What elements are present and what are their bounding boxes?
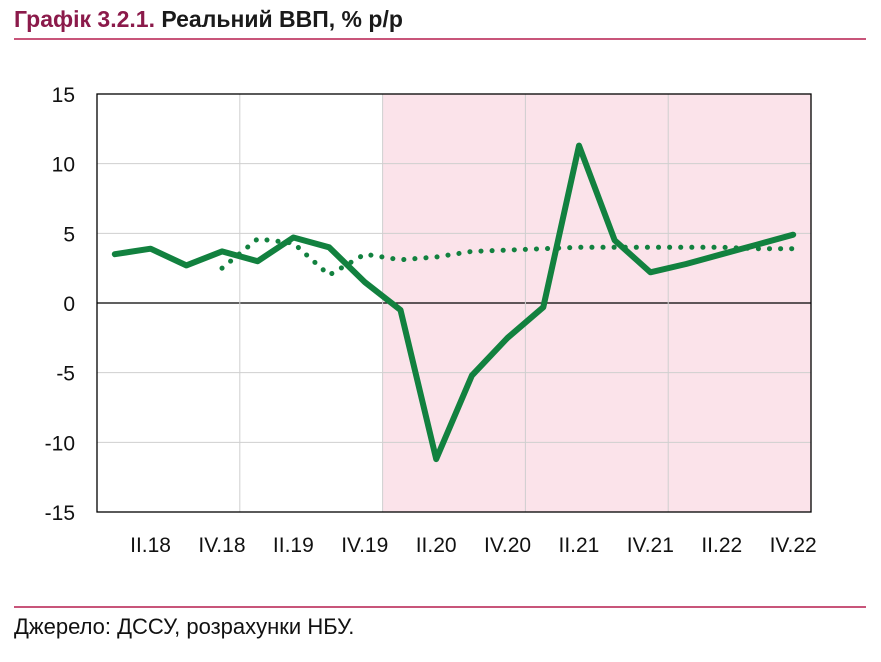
- gdp-line-chart: 15 10 5 0 -5 -10 -15 II.18 IV.18 II.19 IV.19 II.20…: [45, 84, 817, 557]
- y-tick-label: 5: [63, 223, 75, 246]
- x-tick-label: II.20: [416, 534, 457, 557]
- x-tick-label: II.22: [701, 534, 742, 557]
- y-tick-label: 10: [52, 154, 75, 177]
- y-tick-label: 15: [52, 84, 75, 107]
- source-note: Джерело: ДССУ, розрахунки НБУ.: [14, 614, 355, 639]
- solid-series-line: [111, 142, 797, 463]
- chart-title: Графік 3.2.1. Реальний ВВП, % р/р: [14, 6, 403, 33]
- x-tick-label: II.21: [559, 534, 600, 557]
- plot-frame: [96, 93, 812, 513]
- y-tick-label: -10: [45, 432, 75, 455]
- x-tick-label: IV.22: [770, 534, 817, 557]
- x-tick-label: IV.20: [484, 534, 531, 557]
- footer-rule: [14, 606, 866, 608]
- y-tick-label: 0: [63, 293, 75, 316]
- x-tick-labels: II.18 IV.18 II.19 IV.19 II.20 IV.20 II.21 IV.21…: [130, 534, 817, 557]
- y-tick-label: -15: [45, 502, 75, 525]
- grid-lines: [97, 94, 811, 512]
- x-tick-label: IV.19: [341, 534, 388, 557]
- figure-number: Графік 3.2.1.: [14, 6, 155, 32]
- x-tick-label: IV.18: [198, 534, 245, 557]
- series-lines: [111, 142, 797, 463]
- x-tick-label: II.19: [273, 534, 314, 557]
- figure-title: Реальний ВВП, % р/р: [161, 6, 403, 32]
- y-tick-label: -5: [56, 363, 75, 386]
- x-tick-label: II.18: [130, 534, 171, 557]
- title-rule: [14, 38, 866, 40]
- x-tick-label: IV.21: [627, 534, 674, 557]
- y-tick-labels: 15 10 5 0 -5 -10 -15: [45, 84, 75, 525]
- plot-border: [96, 93, 812, 513]
